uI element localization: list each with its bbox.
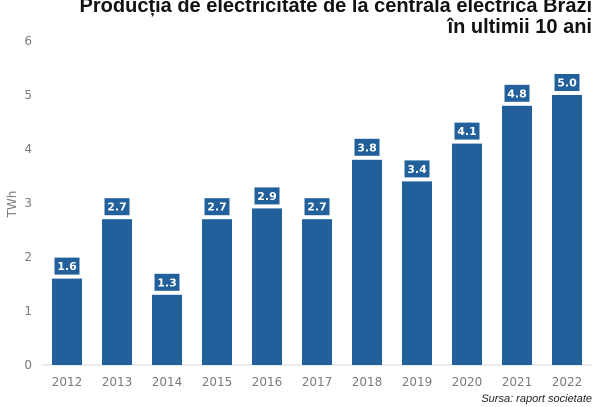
x-axis-ticks: 2012 2013 2014 2015 2016 2017 2018 2019 2020 2021…: [52, 375, 583, 389]
chart-title: Producția de electricitate de la central…: [80, 0, 592, 38]
data-label: 2.9: [257, 190, 277, 203]
data-label: 1.6: [57, 260, 77, 273]
data-label-box: [454, 122, 480, 140]
x-tick-label: 2016: [252, 375, 283, 389]
data-label-box: [204, 198, 230, 216]
y-tick-label: 5: [24, 88, 32, 102]
bar: [102, 219, 132, 365]
x-tick-label: 2018: [352, 375, 383, 389]
data-label: 1.3: [157, 276, 177, 289]
chart-source: Sursa: raport societate: [481, 393, 592, 405]
data-label: 4.1: [457, 125, 477, 138]
data-label: 5.0: [557, 77, 577, 90]
x-tick-label: 2021: [502, 375, 533, 389]
y-tick-label: 6: [24, 34, 32, 48]
x-tick-label: 2019: [402, 375, 433, 389]
bar: [552, 95, 582, 365]
y-tick-label: 4: [24, 142, 32, 156]
y-axis-label: TWh: [5, 191, 19, 219]
data-label-box: [354, 138, 380, 156]
y-tick-label: 0: [24, 358, 32, 372]
data-label-box: [104, 198, 130, 216]
chart-title-line-2: în ultimii 10 ani: [447, 16, 592, 38]
x-tick-label: 2015: [202, 375, 233, 389]
data-label-box: [304, 198, 330, 216]
bar: [502, 105, 532, 366]
data-label: 2.7: [307, 201, 327, 214]
bar: [352, 159, 382, 365]
data-label-box: [404, 160, 430, 178]
data-label: 3.4: [407, 163, 427, 176]
data-label: 3.8: [357, 141, 377, 154]
bar: [202, 219, 232, 365]
y-tick-label: 2: [24, 250, 32, 264]
x-tick-label: 2013: [102, 375, 133, 389]
data-label: 2.7: [107, 201, 127, 214]
x-tick-label: 2022: [552, 375, 583, 389]
x-tick-label: 2014: [152, 375, 183, 389]
y-tick-label: 1: [24, 304, 32, 318]
chart-title-line-1: Producția de electricitate de la central…: [79, 0, 592, 17]
x-tick-label: 2017: [302, 375, 333, 389]
bar: [252, 208, 282, 365]
bar: [152, 294, 182, 365]
data-label: 2.7: [207, 201, 227, 214]
data-label-box: [254, 187, 280, 205]
data-label: 4.8: [507, 87, 527, 100]
bar: [52, 278, 82, 365]
data-label-box: [54, 257, 80, 275]
data-label-box: [504, 84, 530, 102]
x-tick-label: 2012: [52, 375, 83, 389]
bars: 1.6 2.7 1.3 2.7 2.9 2.7 3.8 3.4 4.1 4.8 5.0: [52, 74, 582, 366]
bar: [402, 181, 432, 365]
bar: [302, 219, 332, 365]
x-tick-label: 2020: [452, 375, 483, 389]
bar: [452, 143, 482, 365]
y-tick-label: 3: [24, 196, 32, 210]
data-label-box: [154, 273, 180, 291]
data-label-box: [554, 74, 580, 91]
y-axis-ticks: 0 1 2 3 4 5 6: [24, 34, 32, 372]
